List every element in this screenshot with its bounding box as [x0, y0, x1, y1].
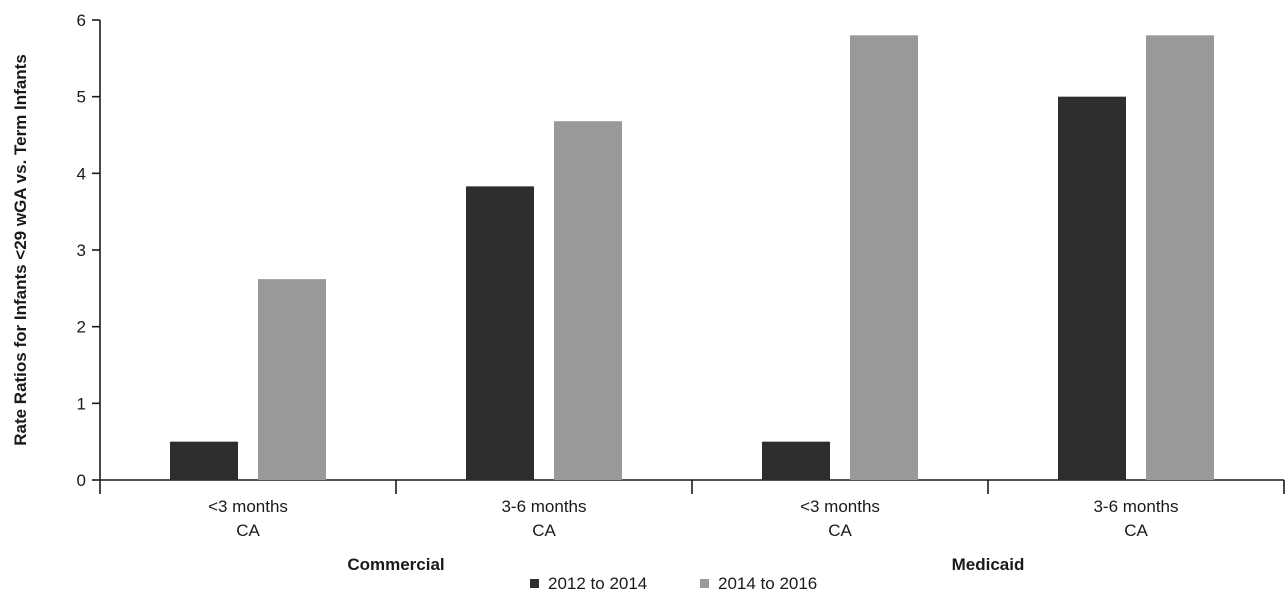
bar-2014-to-2016-0 — [258, 279, 326, 480]
legend-swatch — [700, 579, 709, 588]
bar-2012-to-2014-1 — [466, 186, 534, 480]
y-tick-label: 6 — [77, 11, 86, 30]
x-category-label: <3 months — [800, 497, 880, 516]
x-category-label: 3-6 months — [501, 497, 586, 516]
bar-2012-to-2014-2 — [762, 441, 830, 480]
x-axis — [99, 479, 1285, 494]
x-category-label: 3-6 months — [1093, 497, 1178, 516]
y-tick-label: 5 — [77, 88, 86, 107]
bars — [170, 35, 1214, 481]
x-category-sublabel: CA — [828, 521, 852, 540]
y-tick-label: 3 — [77, 241, 86, 260]
y-tick-label: 2 — [77, 318, 86, 337]
y-axis-label: Rate Ratios for Infants <29 wGA vs. Term… — [11, 54, 30, 446]
y-tick-label: 0 — [77, 471, 86, 490]
x-category-sublabel: CA — [532, 521, 556, 540]
x-group-label: Medicaid — [952, 555, 1025, 574]
bar-2012-to-2014-3 — [1058, 96, 1126, 481]
x-category-sublabel: CA — [1124, 521, 1148, 540]
legend-swatch — [530, 579, 539, 588]
bar-2014-to-2016-2 — [850, 35, 918, 480]
y-tick-label: 1 — [77, 394, 86, 413]
y-tick-label: 4 — [77, 164, 86, 183]
bar-2014-to-2016-3 — [1146, 35, 1214, 480]
y-axis: 0 1 2 3 4 5 6 — [77, 11, 101, 490]
bar-2014-to-2016-1 — [554, 121, 622, 480]
x-category-sublabel: CA — [236, 521, 260, 540]
legend-label: 2012 to 2014 — [548, 574, 647, 593]
category-labels: <3 months CA 3-6 months CA <3 months CA 3-6 mo… — [208, 497, 1178, 540]
group-labels: Commercial Medicaid — [347, 555, 1024, 574]
legend: 2012 to 2014 2014 to 2016 — [530, 574, 817, 593]
bar-2012-to-2014-0 — [170, 441, 238, 480]
x-group-label: Commercial — [347, 555, 444, 574]
x-category-label: <3 months — [208, 497, 288, 516]
legend-label: 2014 to 2016 — [718, 574, 817, 593]
